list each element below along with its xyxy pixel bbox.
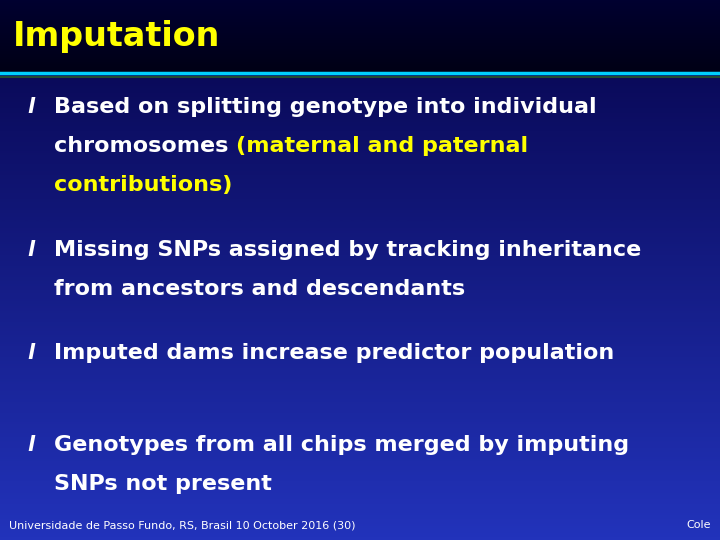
Text: (maternal and paternal: (maternal and paternal bbox=[236, 136, 528, 156]
Text: Based on splitting genotype into individual: Based on splitting genotype into individ… bbox=[54, 97, 597, 117]
Text: l: l bbox=[27, 240, 35, 260]
Text: SNPs not present: SNPs not present bbox=[54, 474, 272, 494]
Text: contributions): contributions) bbox=[54, 175, 233, 195]
Text: from ancestors and descendants: from ancestors and descendants bbox=[54, 279, 465, 299]
Text: l: l bbox=[27, 435, 35, 455]
Text: Universidade de Passo Fundo, RS, Brasil 10 October 2016 (30): Universidade de Passo Fundo, RS, Brasil … bbox=[9, 520, 355, 530]
Text: chromosomes: chromosomes bbox=[54, 136, 236, 156]
Text: Imputation: Imputation bbox=[13, 20, 220, 53]
Text: Cole: Cole bbox=[687, 520, 711, 530]
Text: Missing SNPs assigned by tracking inheritance: Missing SNPs assigned by tracking inheri… bbox=[54, 240, 642, 260]
Text: Imputed dams increase predictor population: Imputed dams increase predictor populati… bbox=[54, 343, 614, 363]
Text: l: l bbox=[27, 343, 35, 363]
Text: l: l bbox=[27, 97, 35, 117]
Text: Genotypes from all chips merged by imputing: Genotypes from all chips merged by imput… bbox=[54, 435, 629, 455]
